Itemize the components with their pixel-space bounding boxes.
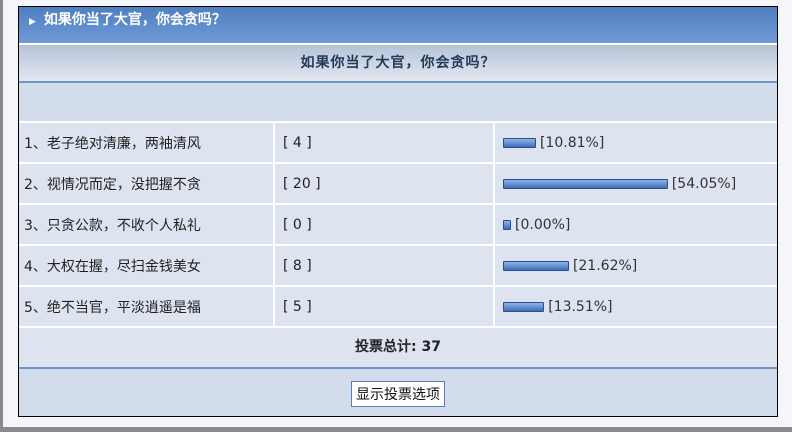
option-votes: [ 20 ] (275, 164, 495, 203)
poll-question: 如果你当了大官，你会贪吗？ (19, 45, 777, 83)
triangle-right-icon: ▶ (29, 17, 36, 27)
percent-label: [21.62%] (572, 257, 638, 274)
option-votes: [ 4 ] (275, 123, 495, 162)
option-votes: [ 0 ] (275, 205, 495, 244)
percent-bar (503, 301, 545, 312)
percent-label: [10.81%] (539, 134, 605, 151)
percent-bar (503, 219, 511, 230)
poll-option-row: 5、绝不当官，平淡逍遥是福 [ 5 ] [13.51%] (19, 287, 777, 328)
poll-option-row: 1、老子绝对清廉，两袖清风 [ 4 ] [10.81%] (19, 123, 777, 164)
percent-label: [54.05%] (671, 175, 737, 192)
taskbar-edge (0, 427, 792, 432)
poll-option-row: 3、只贪公款，不收个人私礼 [ 0 ] [0.00%] (19, 205, 777, 246)
percent-bar (503, 178, 668, 189)
show-options-button[interactable]: 显示投票选项 (351, 381, 445, 407)
option-result: [21.62%] (495, 246, 777, 285)
option-votes: [ 5 ] (275, 287, 495, 326)
option-label: 4、大权在握，尽扫金钱美女 (19, 246, 275, 285)
window-edge (0, 0, 3, 432)
option-label: 5、绝不当官，平淡逍遥是福 (19, 287, 275, 326)
poll-panel: ▶ 如果你当了大官，你会贪吗？ 如果你当了大官，你会贪吗？ 1、老子绝对清廉，两袖… (18, 6, 778, 417)
option-label: 2、视情况而定，没把握不贪 (19, 164, 275, 203)
footer-row: 显示投票选项 (19, 369, 777, 415)
option-label: 3、只贪公款，不收个人私礼 (19, 205, 275, 244)
percent-label: [0.00%] (515, 216, 571, 233)
percent-bar (503, 137, 536, 148)
option-result: [13.51%] (495, 287, 777, 326)
option-label: 1、老子绝对清廉，两袖清风 (19, 123, 275, 162)
vote-total: 投票总计: 37 (19, 328, 777, 369)
option-result: [54.05%] (495, 164, 777, 203)
option-result: [10.81%] (495, 123, 777, 162)
panel-title: 如果你当了大官，你会贪吗？ (43, 12, 226, 28)
option-result: [0.00%] (495, 205, 777, 244)
poll-option-row: 2、视情况而定，没把握不贪 [ 20 ] [54.05%] (19, 164, 777, 205)
panel-header: ▶ 如果你当了大官，你会贪吗？ (19, 7, 777, 45)
percent-label: [13.51%] (548, 298, 613, 315)
poll-option-row: 4、大权在握，尽扫金钱美女 [ 8 ] [21.62%] (19, 246, 777, 287)
option-votes: [ 8 ] (275, 246, 495, 285)
spacer-row (19, 83, 777, 123)
percent-bar (503, 260, 569, 271)
